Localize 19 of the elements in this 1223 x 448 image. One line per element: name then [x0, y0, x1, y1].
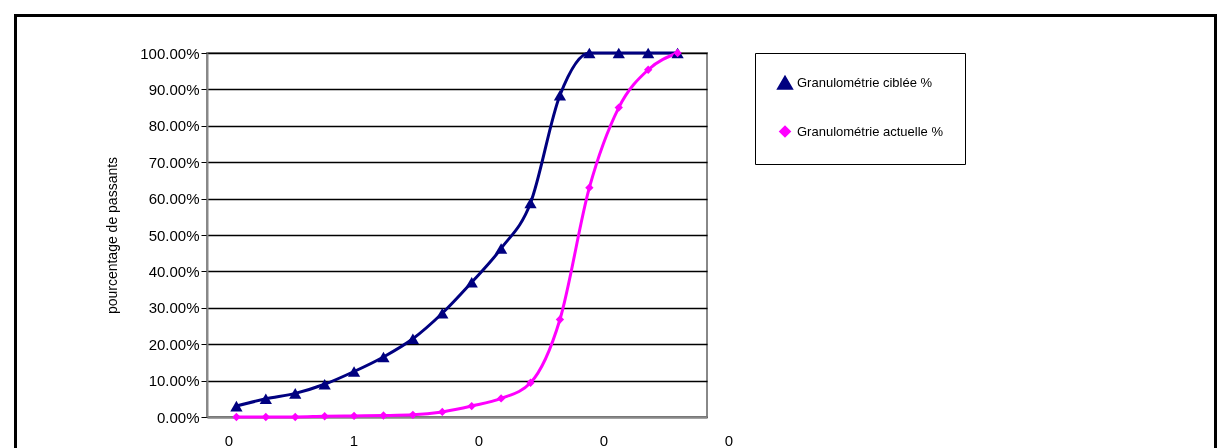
y-tick-label: 0.00% [156, 408, 200, 426]
text: 0 [474, 432, 484, 448]
y-tick-label: 10.00% [148, 372, 200, 390]
y-tick-label: 80.00% [148, 117, 200, 135]
text: 1 [349, 432, 359, 448]
y-tick-label: 50.00% [148, 226, 200, 244]
legend-label: Granulométrie actuelle % [797, 123, 944, 139]
text: 0 [599, 432, 609, 448]
y-tick-label: 60.00% [148, 190, 200, 208]
y-axis-title: pourcentage de passants [104, 156, 121, 315]
y-tick-label: 100.00% [140, 44, 200, 62]
y-tick-label: 90.00% [148, 80, 200, 98]
y-tick-label: 40.00% [148, 262, 200, 280]
y-tick-label: 20.00% [148, 335, 200, 353]
y-tick-label: 30.00% [148, 299, 200, 317]
y-tick-label: 70.00% [148, 153, 200, 171]
text: 0 [224, 432, 234, 448]
text: 0 [724, 432, 734, 448]
legend-label: Granulométrie ciblée % [797, 75, 933, 90]
